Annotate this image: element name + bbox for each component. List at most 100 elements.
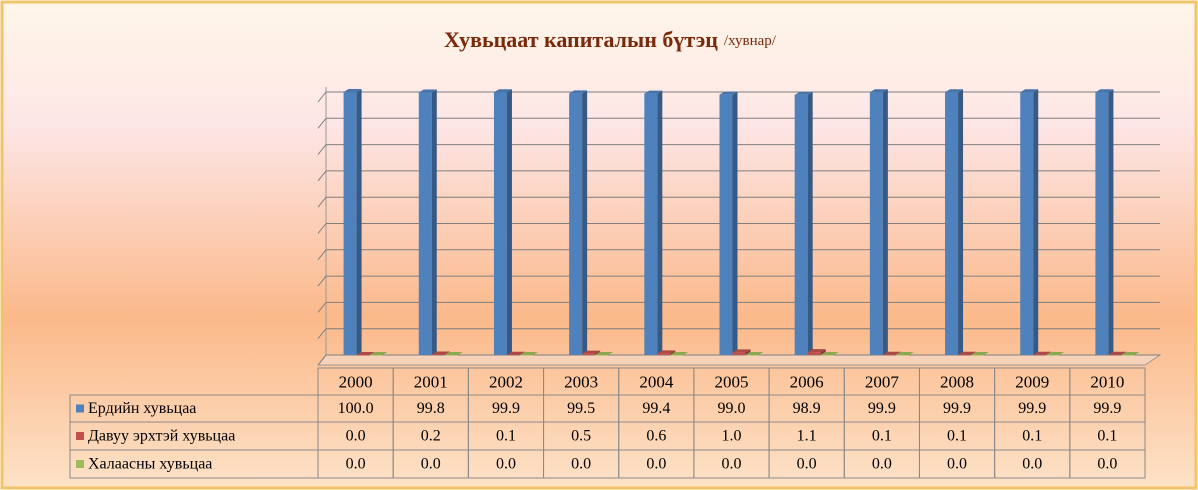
bar-front — [945, 92, 959, 355]
bar-top — [869, 89, 888, 93]
x-tick-label: 2001 — [414, 372, 448, 391]
bar-front — [745, 355, 759, 356]
data-label: 0.1 — [1097, 428, 1117, 445]
data-label: 0.0 — [722, 456, 742, 473]
bar-top — [895, 352, 914, 355]
x-tick-label: 2002 — [489, 372, 523, 391]
bar-side — [356, 89, 362, 355]
bar — [971, 352, 990, 356]
bar-side — [895, 351, 901, 355]
bar-top — [444, 352, 463, 355]
bar — [569, 90, 588, 355]
data-label: 0.0 — [421, 456, 441, 473]
data-label: 0.1 — [1022, 428, 1042, 445]
x-tick-label: 2007 — [865, 372, 900, 391]
tick-mark — [317, 249, 327, 261]
bar-top — [719, 91, 738, 95]
bar-top — [356, 352, 375, 355]
bar-top — [670, 352, 689, 355]
bar-top — [595, 352, 614, 355]
data-label: 0.1 — [496, 428, 516, 445]
x-tick-label: 2000 — [339, 372, 373, 391]
tick-mark — [317, 117, 327, 129]
bar-side — [506, 89, 512, 355]
x-tick-label: 2005 — [715, 372, 749, 391]
bar — [745, 352, 764, 356]
data-label: 99.9 — [1093, 400, 1121, 417]
bar-side — [595, 350, 601, 355]
bar-side — [670, 350, 676, 355]
bar-front — [444, 355, 458, 356]
tick-mark — [317, 328, 327, 340]
bar-top — [882, 351, 901, 355]
bar — [657, 350, 676, 355]
bar — [1033, 351, 1052, 356]
data-label: 0.0 — [646, 456, 666, 473]
bar-front — [595, 355, 609, 356]
data-label: 1.0 — [722, 428, 742, 445]
bar-top — [732, 349, 751, 353]
plot-floor — [316, 354, 1162, 366]
x-tick-label: 2006 — [790, 372, 824, 391]
table-cell — [69, 449, 319, 479]
bar-top — [582, 350, 601, 354]
bar-top — [807, 349, 826, 353]
bar-side — [582, 90, 588, 355]
legend-swatch — [76, 460, 84, 468]
bar-top — [820, 352, 839, 355]
bar-side — [431, 89, 437, 355]
data-label: 99.9 — [943, 400, 971, 417]
tick-mark — [317, 275, 327, 287]
data-label: 0.2 — [421, 428, 441, 445]
data-label: 98.9 — [793, 400, 821, 417]
table-cell — [1069, 449, 1146, 479]
bar-front — [431, 354, 445, 355]
data-label: 99.5 — [567, 400, 595, 417]
bar-top — [418, 89, 437, 93]
bar-top — [1121, 352, 1140, 355]
bar — [356, 352, 375, 356]
bar-front — [882, 354, 896, 356]
bar — [1108, 351, 1127, 356]
bar — [595, 352, 614, 356]
data-label: 0.0 — [872, 456, 892, 473]
bar-front — [869, 92, 883, 355]
tick-mark — [317, 196, 327, 208]
bar-top — [493, 89, 512, 93]
bar-top — [794, 91, 813, 95]
bar-side — [958, 89, 964, 355]
data-label: 0.5 — [571, 428, 591, 445]
bar-top — [1108, 351, 1127, 355]
bar-front — [719, 94, 733, 355]
bar-side — [1108, 89, 1114, 355]
bar-top — [745, 352, 764, 355]
bar — [670, 352, 689, 356]
bar-side — [519, 351, 525, 355]
bar — [493, 89, 512, 355]
bar-front — [343, 92, 357, 355]
bar-front — [895, 355, 909, 356]
bar-front — [971, 355, 985, 356]
bar-side — [971, 351, 977, 355]
x-tick-label: 2008 — [940, 372, 974, 391]
bar-top — [506, 351, 525, 355]
bar-front — [670, 355, 684, 356]
bar-front — [506, 354, 520, 356]
bar-top — [343, 89, 362, 92]
bar-front — [569, 93, 583, 355]
bar — [869, 89, 888, 355]
bar — [719, 91, 738, 355]
bar-front — [519, 355, 533, 356]
data-label: 99.9 — [1018, 400, 1046, 417]
tick-mark — [317, 354, 327, 366]
legend-swatch — [76, 432, 84, 440]
data-label: 99.8 — [417, 400, 445, 417]
data-label: 0.0 — [346, 428, 366, 445]
legend-label: Халаасны хувьцаа — [88, 456, 212, 473]
bar-front — [644, 93, 658, 355]
data-label: 0.0 — [496, 456, 516, 473]
bar — [519, 352, 538, 356]
bar-front — [493, 92, 507, 355]
